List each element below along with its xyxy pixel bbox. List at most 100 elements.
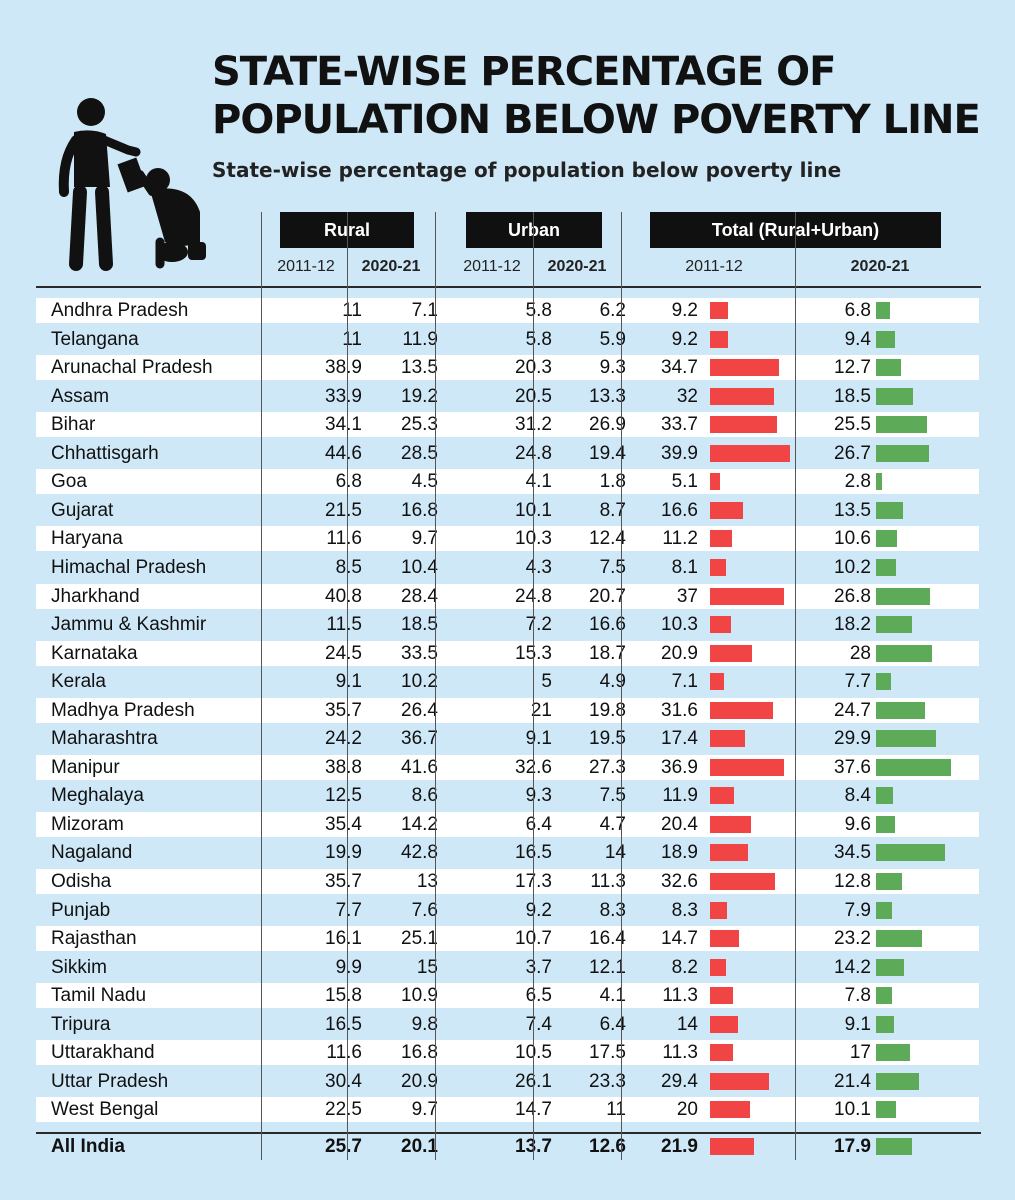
urban-2020-value: 27.3 [589, 757, 626, 778]
total-2020-bar [876, 1016, 894, 1033]
rural-2011-value: 21.5 [325, 500, 362, 521]
total-2011-bar [710, 502, 743, 519]
total-2011-bar [710, 844, 748, 861]
column-divider [261, 212, 262, 1160]
total-2011-value: 8.2 [671, 957, 698, 978]
urban-2020-value: 7.5 [599, 557, 626, 578]
total-2020-bar [876, 502, 903, 519]
rural-2011-value: 9.1 [335, 671, 362, 692]
header-urban: Urban [466, 212, 602, 248]
rural-2011-value: 33.9 [325, 386, 362, 407]
total-2011-value: 7.1 [671, 671, 698, 692]
rural-2011-value: 40.8 [325, 586, 362, 607]
rural-2011-value: 16.5 [325, 1014, 362, 1035]
urban-2011-value: 4.1 [525, 471, 552, 492]
rural-2011-value: 35.7 [325, 871, 362, 892]
total-2020-value: 34.5 [834, 842, 871, 863]
total-2020-value: 10.1 [834, 1099, 871, 1120]
state-name: All India [51, 1136, 125, 1157]
rural-2011-value: 11 [342, 329, 362, 350]
total-2011-bar [710, 730, 745, 747]
total-2011-value: 9.2 [671, 329, 698, 350]
total-2020-value: 28 [849, 643, 871, 664]
rural-2020-value: 7.6 [411, 900, 438, 921]
table-row: Goa 6.8 4.5 4.1 1.8 5.1 2.8 [36, 469, 979, 494]
total-2020-bar [876, 588, 930, 605]
total-2020-bar [876, 445, 929, 462]
total-2020-bar [876, 844, 945, 861]
total-2020-bar [876, 873, 902, 890]
total-2011-value: 14 [676, 1014, 698, 1035]
rural-2020-value: 13.5 [401, 357, 438, 378]
table-row: Punjab 7.7 7.6 9.2 8.3 8.3 7.9 [36, 898, 979, 923]
state-name: Madhya Pradesh [51, 700, 195, 721]
rural-2020-value: 33.5 [401, 643, 438, 664]
state-name: Karnataka [51, 643, 138, 664]
total-2020-bar [876, 1138, 912, 1155]
urban-2011-value: 7.2 [525, 614, 552, 635]
rural-2020-value: 9.7 [411, 1099, 438, 1120]
total-2020-bar [876, 473, 882, 490]
total-2011-bar [710, 416, 777, 433]
table-row: Meghalaya 12.5 8.6 9.3 7.5 11.9 8.4 [36, 783, 979, 808]
total-2020-value: 2.8 [844, 471, 871, 492]
total-2011-value: 17.4 [661, 728, 698, 749]
rural-2020-value: 10.9 [401, 985, 438, 1006]
state-name: Tripura [51, 1014, 111, 1035]
total-2020-bar [876, 388, 913, 405]
state-name: Gujarat [51, 500, 114, 521]
total-2011-bar [710, 359, 779, 376]
total-2011-value: 5.1 [671, 471, 698, 492]
state-name: Odisha [51, 871, 112, 892]
total-2011-value: 20 [676, 1099, 698, 1120]
total-2020-value: 21.4 [834, 1071, 871, 1092]
state-name: Uttarakhand [51, 1042, 155, 1063]
rural-2011-value: 35.4 [325, 814, 362, 835]
total-2020-value: 18.2 [834, 614, 871, 635]
total-2011-value: 29.4 [661, 1071, 698, 1092]
total-2020-value: 10.2 [834, 557, 871, 578]
total-2011-value: 20.4 [661, 814, 698, 835]
year-total-2011: 2011-12 [685, 258, 743, 275]
state-name: Meghalaya [51, 785, 144, 806]
state-name: Andhra Pradesh [51, 300, 189, 321]
urban-2020-value: 4.7 [599, 814, 626, 835]
total-2011-bar [710, 530, 732, 547]
total-2011-value: 33.7 [661, 414, 698, 435]
total-2011-value: 32 [676, 386, 698, 407]
total-2020-bar [876, 331, 895, 348]
rural-2011-value: 11.6 [326, 528, 362, 549]
column-divider [621, 212, 622, 1160]
total-2011-bar [710, 787, 734, 804]
total-2020-bar [876, 987, 892, 1004]
rural-2011-value: 35.7 [325, 700, 362, 721]
total-2011-bar [710, 759, 784, 776]
rural-2020-value: 16.8 [401, 500, 438, 521]
state-name: Uttar Pradesh [51, 1071, 169, 1092]
total-2011-value: 20.9 [661, 643, 698, 664]
state-name: Bihar [51, 414, 96, 435]
total-2011-bar [710, 987, 733, 1004]
rural-2020-value: 20.1 [401, 1136, 438, 1157]
rural-2011-value: 11.6 [326, 1042, 362, 1063]
total-2020-value: 9.4 [844, 329, 871, 350]
urban-2020-value: 7.5 [599, 785, 626, 806]
total-2020-bar [876, 787, 893, 804]
rural-2020-value: 36.7 [401, 728, 438, 749]
urban-2020-value: 13.3 [589, 386, 626, 407]
table-row: Tamil Nadu 15.8 10.9 6.5 4.1 11.3 7.8 [36, 983, 979, 1008]
total-2011-bar [710, 588, 784, 605]
total-2020-value: 18.5 [834, 386, 871, 407]
rural-2011-value: 19.9 [325, 842, 362, 863]
state-name: Nagaland [51, 842, 133, 863]
state-name: Assam [51, 386, 110, 407]
state-name: Maharashtra [51, 728, 158, 749]
urban-2011-value: 6.4 [525, 814, 552, 835]
state-name: Manipur [51, 757, 120, 778]
total-2011-bar [710, 559, 726, 576]
